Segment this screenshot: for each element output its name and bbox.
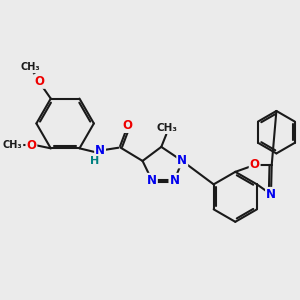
Text: O: O (35, 75, 45, 88)
Text: CH₃: CH₃ (156, 123, 177, 133)
Text: CH₃: CH₃ (3, 140, 22, 150)
Text: N: N (169, 174, 179, 187)
Text: O: O (250, 158, 260, 172)
Text: N: N (147, 174, 157, 187)
Text: O: O (26, 139, 36, 152)
Text: N: N (177, 154, 187, 167)
Text: O: O (122, 119, 132, 132)
Text: CH₃: CH₃ (21, 62, 40, 72)
Text: H: H (90, 156, 99, 166)
Text: N: N (95, 144, 105, 157)
Text: N: N (266, 188, 276, 201)
